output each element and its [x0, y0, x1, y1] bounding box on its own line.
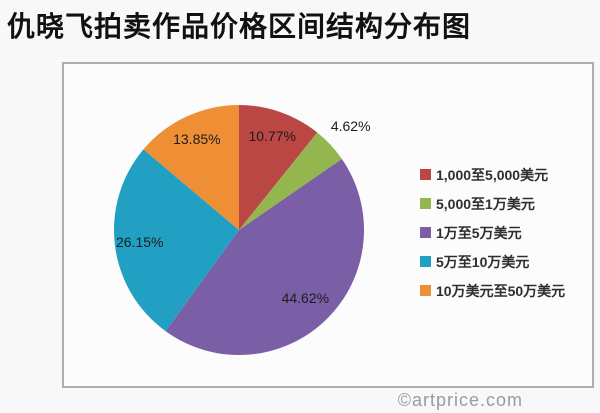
legend-swatch-icon-0 — [420, 169, 431, 180]
pie-slice-1 — [239, 132, 342, 230]
legend-label-3: 5万至10万美元 — [436, 253, 530, 270]
slice-label-1: 4.62% — [330, 118, 371, 135]
legend-item-3: 5万至10万美元 — [420, 247, 565, 276]
legend-label-4: 10万美元至50万美元 — [436, 282, 566, 299]
plot-area: 10.77% 4.62% 44.62% 26.15% 13.85% — [64, 64, 592, 386]
legend-item-2: 1万至5万美元 — [420, 218, 565, 247]
pie-chart-svg — [114, 105, 364, 355]
legend: 1,000至5,000美元 5,000至1万美元 1万至5万美元 5万至10万美元 10… — [420, 160, 565, 305]
legend-swatch-icon-1 — [420, 198, 431, 209]
legend-item-0: 1,000至5,000美元 — [420, 160, 565, 189]
legend-label-1: 5,000至1万美元 — [436, 195, 535, 212]
legend-swatch-icon-4 — [420, 285, 431, 296]
legend-swatch-icon-3 — [420, 256, 431, 267]
legend-swatch-icon-2 — [420, 227, 431, 238]
legend-label-0: 1,000至5,000美元 — [436, 166, 549, 183]
pie-slice-2 — [165, 159, 364, 355]
legend-label-2: 1万至5万美元 — [436, 224, 522, 241]
pie-slice-3 — [114, 149, 239, 332]
legend-item-1: 5,000至1万美元 — [420, 189, 565, 218]
slice-label-3: 26.15% — [115, 234, 164, 251]
legend-item-4: 10万美元至50万美元 — [420, 276, 565, 305]
pie-slice-4 — [143, 105, 239, 230]
pie-slice-0 — [239, 105, 318, 230]
page-title: 仇晓飞拍卖作品价格区间结构分布图 — [7, 11, 472, 42]
slice-label-0: 10.77% — [248, 127, 296, 144]
watermark-text: ©artprice.com — [397, 390, 523, 410]
slice-label-2: 44.62% — [281, 289, 330, 306]
chart-box: 10.77% 4.62% 44.62% 26.15% 13.85% 1,000至5,00… — [62, 62, 594, 388]
slice-label-4: 13.85% — [173, 131, 221, 148]
